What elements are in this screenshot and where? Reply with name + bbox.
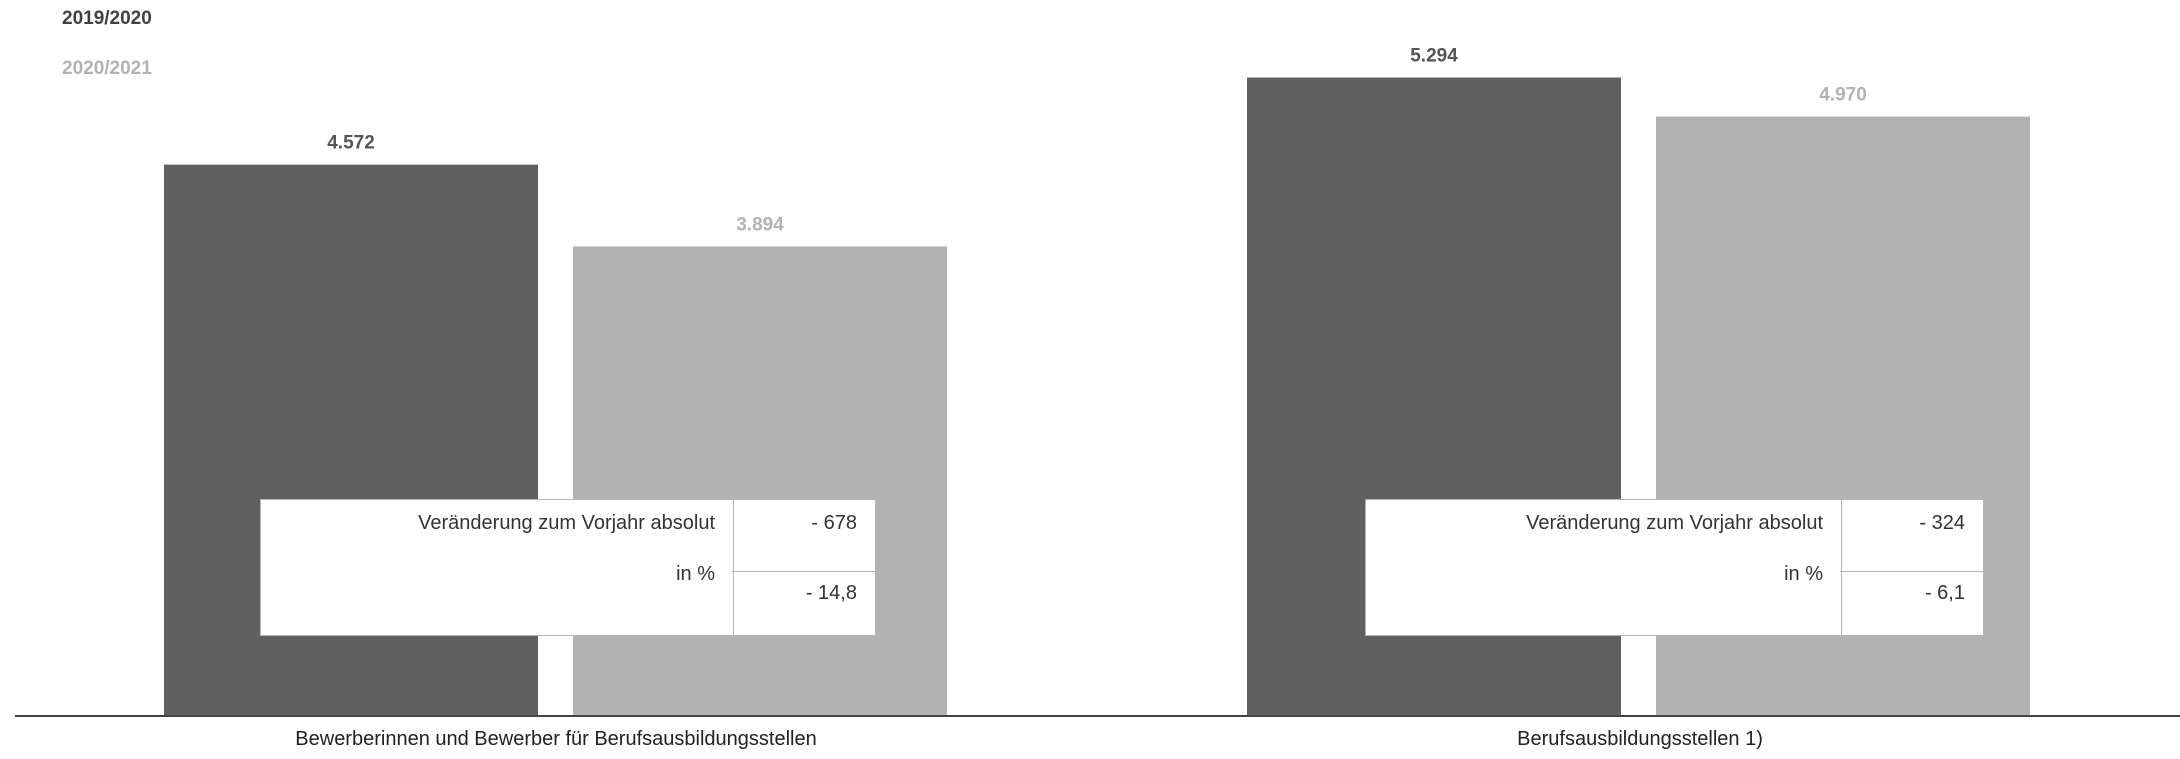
data-label: 3.894 — [736, 214, 784, 235]
legend-2019-2020: 2019/2020 — [62, 8, 152, 29]
change-value-absolute: - 678 — [811, 512, 857, 534]
data-label: 4.572 — [327, 133, 375, 154]
change-value-percent: - 14,8 — [805, 582, 857, 604]
data-label: 4.970 — [1819, 85, 1867, 106]
data-label: 5.294 — [1410, 46, 1458, 67]
x-tick-label: Berufsausbildungsstellen 1) — [1517, 728, 1763, 750]
change-label-percent: in % — [1784, 563, 1823, 585]
change-label-percent: in % — [676, 563, 715, 585]
legend-2020-2021: 2020/2021 — [62, 58, 152, 79]
change-value-absolute: - 324 — [1919, 512, 1965, 534]
bar-2020-2021-0 — [573, 246, 947, 716]
change-table-positions: Veränderung zum Vorjahr absolut in % - 3… — [1365, 499, 1984, 636]
change-label-absolute: Veränderung zum Vorjahr absolut — [418, 512, 715, 534]
change-value-percent: - 6,1 — [1924, 582, 1965, 604]
change-table-applicants: Veränderung zum Vorjahr absolut in % - 6… — [260, 499, 876, 636]
change-label-absolute: Veränderung zum Vorjahr absolut — [1526, 512, 1823, 534]
x-tick-label: Bewerberinnen und Bewerber für Berufsaus… — [295, 728, 817, 750]
